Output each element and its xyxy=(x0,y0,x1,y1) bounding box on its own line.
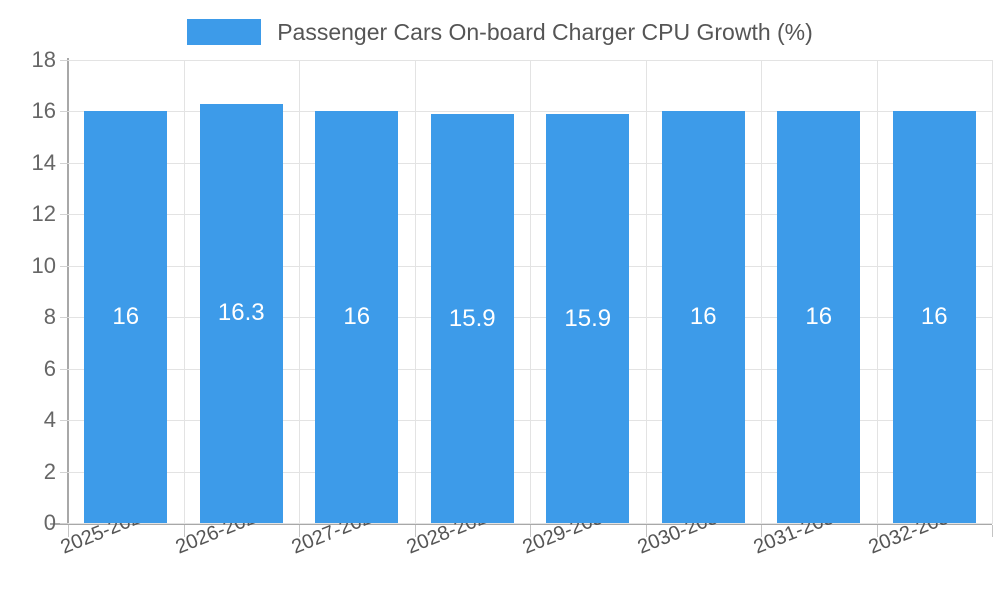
legend-item-passenger-cars-onboard-charger-cpu-growth[interactable]: Passenger Cars On-board Charger CPU Grow… xyxy=(187,19,813,45)
bar-value-label: 15.9 xyxy=(564,304,612,332)
y-tick-mark xyxy=(60,420,68,422)
y-tick-mark xyxy=(60,60,68,61)
y-axis-line xyxy=(67,58,69,525)
bar[interactable] xyxy=(661,111,745,523)
bar[interactable] xyxy=(199,103,283,523)
x-tick-mark xyxy=(877,525,878,537)
bar-value-label: 16 xyxy=(805,303,833,331)
gridline-vertical xyxy=(415,60,416,523)
y-axis-tick-label: 8 xyxy=(43,304,56,330)
gridline-vertical xyxy=(299,60,300,523)
bar[interactable] xyxy=(777,111,861,523)
y-axis-tick-label: 2 xyxy=(43,458,56,484)
chart-legend: Passenger Cars On-board Charger CPU Grow… xyxy=(0,12,1000,52)
gridline-vertical xyxy=(877,60,878,523)
y-axis-tick-label: 14 xyxy=(31,149,56,175)
gridline-vertical xyxy=(184,60,185,523)
bar-value-label: 16 xyxy=(920,303,948,331)
y-tick-mark xyxy=(60,471,68,473)
y-axis-tick-label: 18 xyxy=(31,47,56,72)
legend-color-swatch xyxy=(187,19,262,45)
bar-value-label: 16 xyxy=(343,303,371,331)
bar[interactable] xyxy=(546,114,630,523)
y-axis-tick-label: 0 xyxy=(43,510,56,535)
x-axis-line xyxy=(50,523,992,525)
x-tick-mark xyxy=(530,525,531,537)
x-tick-mark xyxy=(299,525,300,537)
y-tick-mark xyxy=(60,368,68,370)
y-tick-mark xyxy=(60,317,68,319)
legend-label: Passenger Cars On-board Charger CPU Grow… xyxy=(277,18,813,45)
bar[interactable] xyxy=(892,111,976,523)
y-axis-tick-label: 12 xyxy=(31,201,56,227)
bar[interactable] xyxy=(430,114,514,523)
bar-value-label: 15.9 xyxy=(448,304,496,332)
bar-value-label: 16 xyxy=(112,303,140,331)
x-tick-mark xyxy=(761,525,762,537)
gridline-vertical xyxy=(646,60,647,523)
x-tick-mark xyxy=(68,525,69,537)
bar[interactable] xyxy=(315,111,399,523)
y-axis-tick-label: 4 xyxy=(43,407,56,433)
x-tick-mark xyxy=(992,525,993,537)
y-axis-tick-label: 10 xyxy=(31,252,56,278)
y-tick-mark xyxy=(60,162,68,164)
bar-value-label: 16 xyxy=(689,303,717,331)
x-tick-mark xyxy=(415,525,416,537)
gridline-horizontal xyxy=(68,523,992,524)
x-tick-mark xyxy=(184,525,185,537)
gridline-vertical xyxy=(761,60,762,523)
bar-value-label: 16.3 xyxy=(217,299,265,327)
y-tick-mark xyxy=(60,214,68,216)
bar[interactable] xyxy=(84,111,168,523)
y-axis-tick-label: 16 xyxy=(31,98,56,124)
y-axis-tick-label: 6 xyxy=(43,355,56,381)
gridline-vertical xyxy=(530,60,531,523)
y-tick-mark xyxy=(60,111,68,113)
y-tick-mark xyxy=(60,523,68,524)
y-tick-mark xyxy=(60,265,68,267)
x-tick-mark xyxy=(646,525,647,537)
